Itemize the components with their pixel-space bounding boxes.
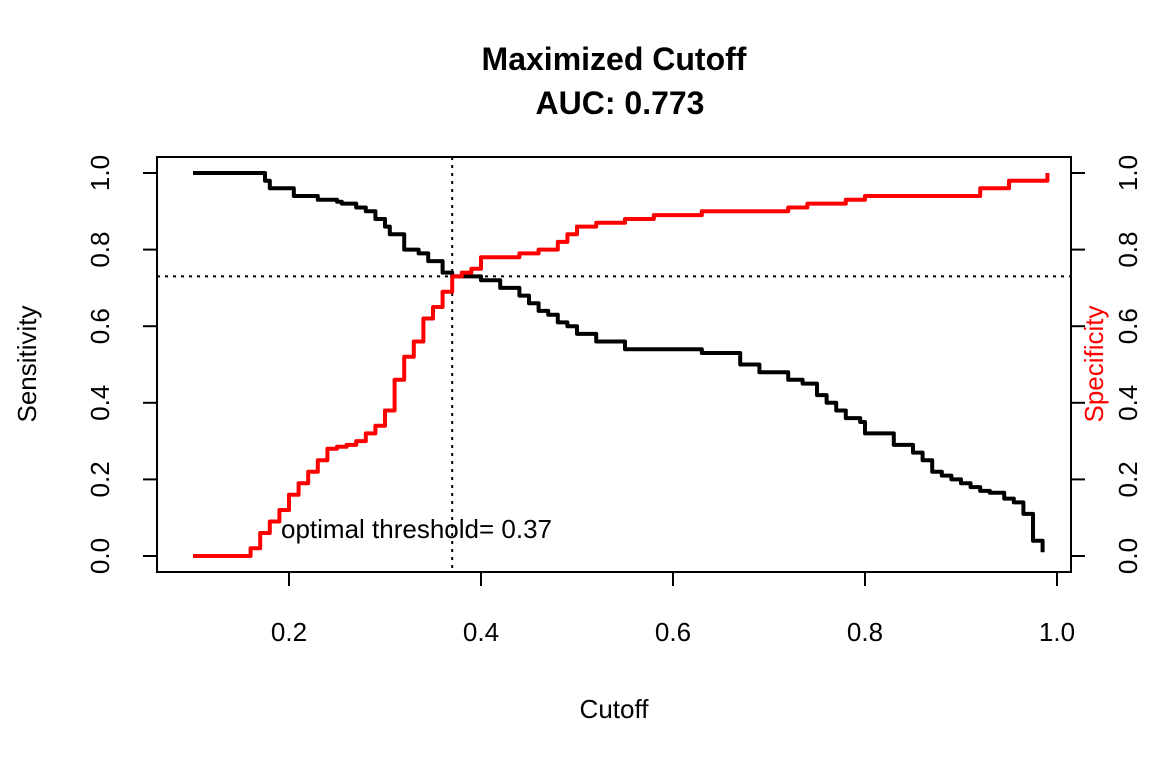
y2-tick-label: 1.0 [1113,155,1143,191]
x-tick-label: 1.0 [1039,617,1075,647]
chart-subtitle: AUC: 0.773 [536,85,705,121]
y-tick-label: 0.6 [85,308,115,344]
chart-title: Maximized Cutoff [482,41,747,77]
y2-tick-label: 0.8 [1113,232,1143,268]
y2-tick-label: 0.4 [1113,385,1143,421]
y-axis-left: 0.0 0.2 0.4 0.6 0.8 1.0 [85,155,157,574]
y-tick-label: 0.2 [85,461,115,497]
y2-tick-label: 0.6 [1113,308,1143,344]
y2-axis-label: Specificity [1079,305,1109,422]
x-tick-label: 0.2 [271,617,307,647]
x-axis: 0.2 0.4 0.6 0.8 1.0 [271,572,1075,647]
y-axis-label: Sensitivity [12,305,42,422]
optimal-threshold-annotation: optimal threshold= 0.37 [281,514,552,544]
x-axis-label: Cutoff [580,694,650,724]
y2-tick-label: 0.2 [1113,461,1143,497]
plot-frame [156,156,1072,573]
x-tick-label: 0.4 [463,617,499,647]
series-line-sensitivity [193,171,1045,553]
y-axis-right: 0.0 0.2 0.4 0.6 0.8 1.0 [1071,155,1143,574]
y-tick-label: 0.0 [85,538,115,574]
y-tick-label: 0.4 [85,385,115,421]
x-tick-label: 0.6 [655,617,691,647]
y2-tick-label: 0.0 [1113,538,1143,574]
y-tick-label: 1.0 [85,155,115,191]
y-tick-label: 0.8 [85,232,115,268]
series-line-specificity [193,173,1050,558]
x-tick-label: 0.8 [847,617,883,647]
